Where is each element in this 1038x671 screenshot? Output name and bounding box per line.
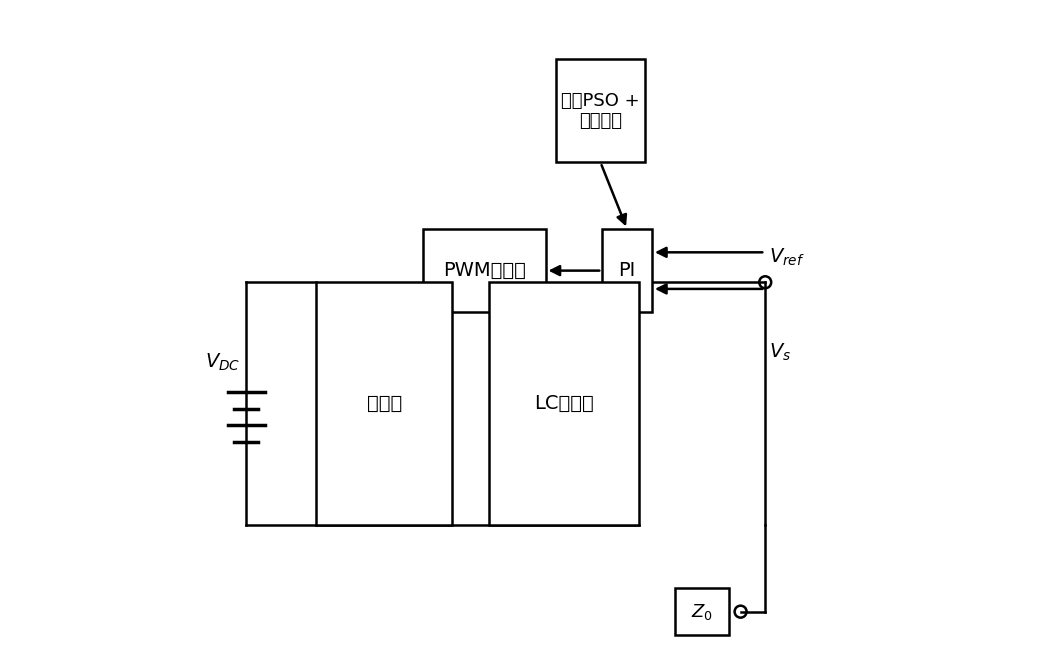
Text: $V_{DC}$: $V_{DC}$: [206, 352, 241, 373]
FancyBboxPatch shape: [555, 59, 646, 162]
Text: $V_s$: $V_s$: [768, 342, 791, 363]
FancyBboxPatch shape: [422, 229, 546, 312]
Text: 改进PSO +
模糊控制: 改进PSO + 模糊控制: [562, 91, 639, 130]
Text: $Z_0$: $Z_0$: [691, 602, 713, 621]
Text: $V_{ref}$: $V_{ref}$: [768, 247, 804, 268]
FancyBboxPatch shape: [602, 229, 652, 312]
Text: 逆变器: 逆变器: [366, 394, 402, 413]
Text: LC滤波器: LC滤波器: [534, 394, 594, 413]
FancyBboxPatch shape: [489, 282, 638, 525]
FancyBboxPatch shape: [316, 282, 453, 525]
Text: PI: PI: [619, 261, 635, 280]
FancyBboxPatch shape: [676, 588, 729, 635]
Text: PWM发生器: PWM发生器: [442, 261, 525, 280]
